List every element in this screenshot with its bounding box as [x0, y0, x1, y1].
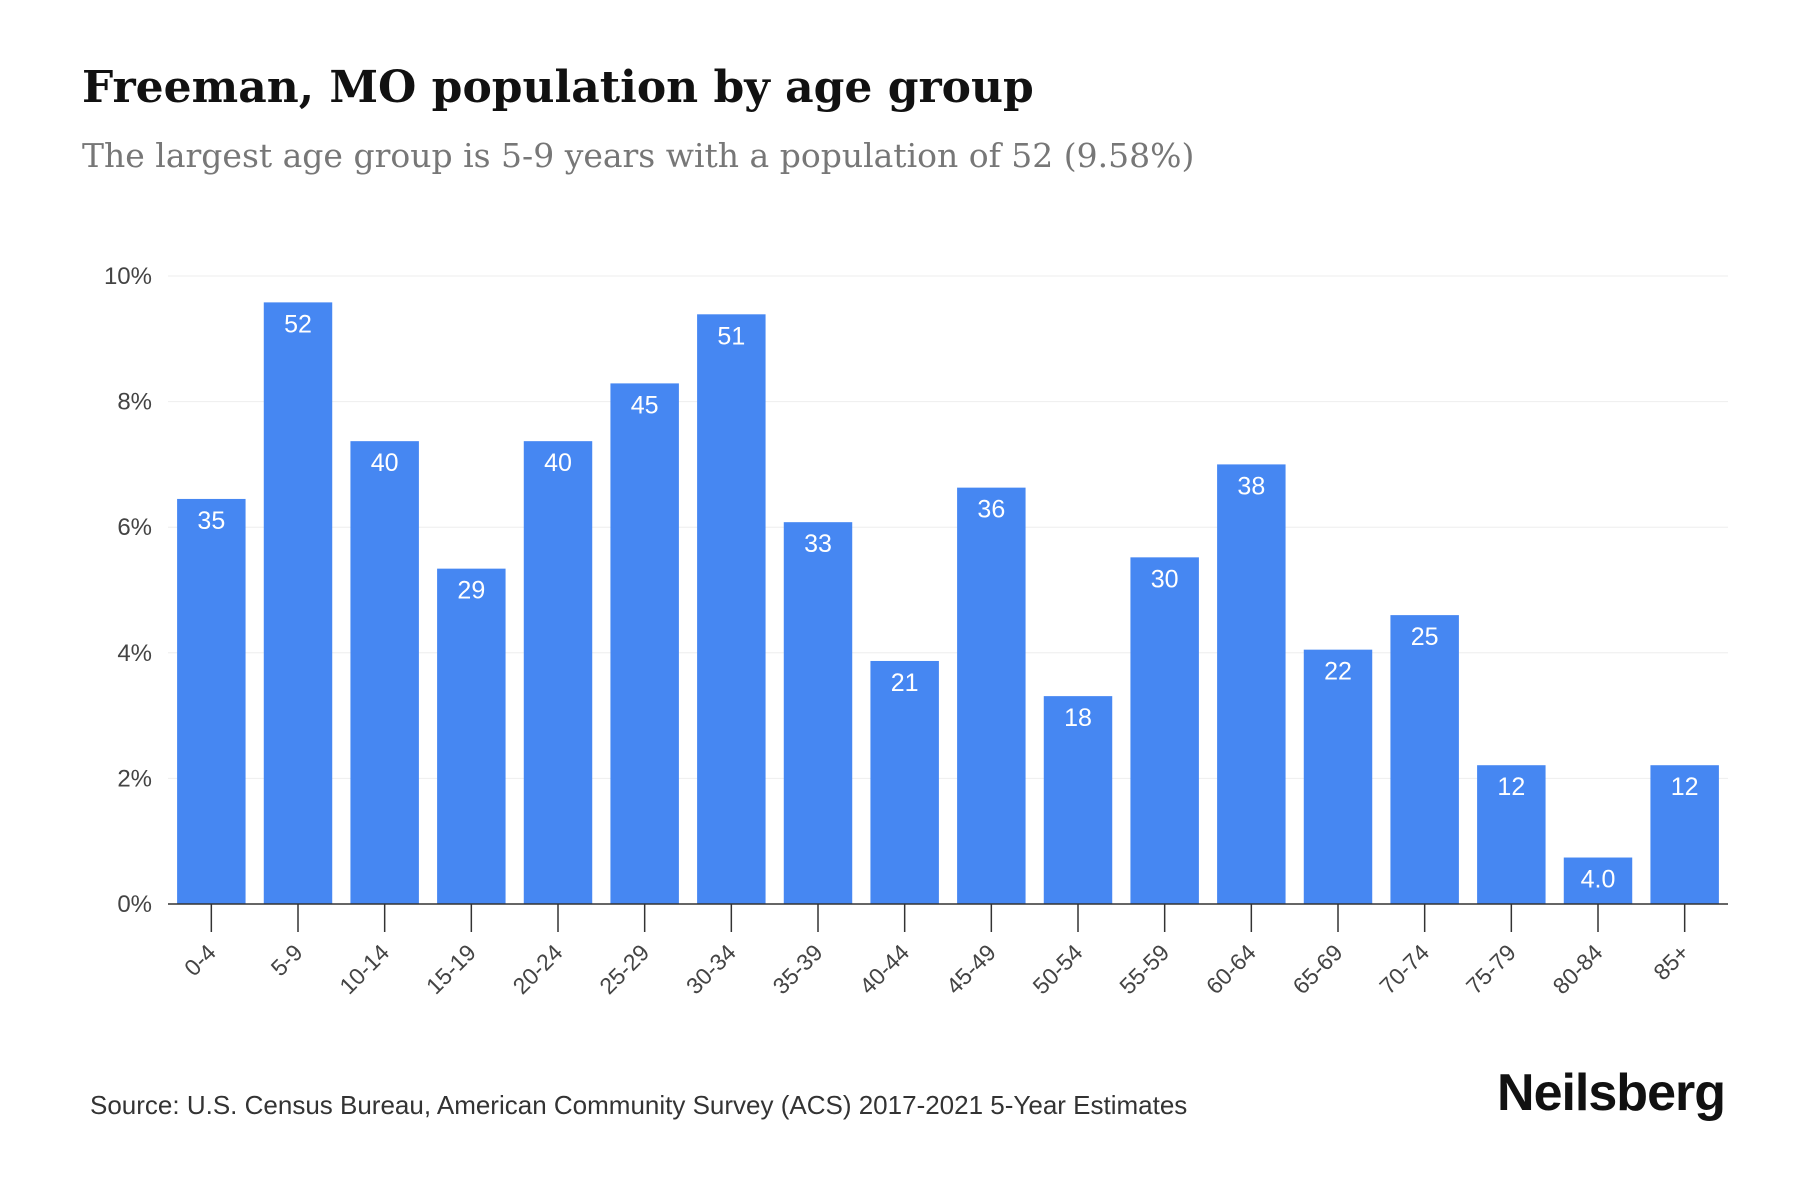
bar-value-label: 52 [284, 310, 312, 338]
bar-chart: 0% 2% 4% 6% 8% 10% 35 52 40 29 40 45 51 33 21 36 18 30 38… [104, 263, 1728, 999]
x-tick-label: 60-64 [1201, 939, 1261, 999]
bar-value-label: 40 [544, 449, 572, 477]
x-tick-label: 70-74 [1374, 939, 1434, 999]
bar [523, 441, 593, 904]
bar-value-label: 21 [891, 669, 919, 697]
bar [1217, 464, 1286, 904]
x-tick-label: 85+ [1648, 939, 1694, 985]
x-tick-label: 10-14 [334, 939, 394, 999]
bar-value-label: 33 [804, 530, 832, 558]
x-tick-label: 55-59 [1114, 939, 1174, 999]
bar [1043, 696, 1113, 904]
bar-value-label: 25 [1411, 623, 1439, 651]
gridlines [168, 275, 1728, 779]
x-tick-label: 40-44 [854, 939, 914, 999]
x-axis: 0-4 5-9 10-14 15-19 20-24 25-29 30-34 35-39 40-4… [168, 903, 1728, 999]
x-tick-label: 75-79 [1461, 939, 1521, 999]
bar [437, 568, 506, 904]
bar [610, 383, 679, 904]
y-tick-label: 8% [117, 389, 152, 416]
x-tick-label: 5-9 [266, 939, 308, 981]
brand-logo: Neilsberg [1497, 1064, 1726, 1122]
y-tick-label: 6% [117, 514, 152, 541]
x-tick-label: 0-4 [179, 939, 221, 981]
bar-value-label: 51 [717, 322, 745, 350]
y-tick-label: 10% [104, 263, 152, 290]
x-tick-label: 15-19 [421, 939, 481, 999]
bar [1390, 615, 1459, 904]
bar-value-label: 12 [1671, 773, 1699, 801]
bar [177, 498, 246, 904]
y-tick-label: 2% [117, 765, 152, 792]
bar [263, 302, 333, 905]
bar [350, 441, 419, 904]
bar-value-labels: 35 52 40 29 40 45 51 33 21 36 18 30 38 22 25 12 4.0 12 [197, 310, 1698, 893]
bar-value-label: 38 [1237, 472, 1265, 500]
x-tick-label: 30-34 [681, 939, 741, 999]
source-note: Source: U.S. Census Bureau, American Com… [90, 1090, 1188, 1120]
bar [1130, 557, 1199, 904]
chart-title: Freeman, MO population by age group [82, 62, 1034, 113]
bar-value-label: 30 [1151, 565, 1179, 593]
x-tick-label: 80-84 [1548, 939, 1608, 999]
bars [177, 302, 1719, 905]
bar [1650, 765, 1719, 904]
y-axis-tick-labels: 0% 2% 4% 6% 8% 10% [104, 263, 152, 918]
bar-value-label: 22 [1324, 658, 1352, 686]
bar [697, 314, 766, 905]
bar [1477, 765, 1546, 904]
x-tick-label: 25-29 [594, 939, 654, 999]
bar-value-label: 18 [1064, 704, 1092, 732]
x-tick-label: 35-39 [768, 939, 828, 999]
bar-value-label: 40 [371, 449, 399, 477]
bar [1563, 857, 1633, 904]
x-tick-label: 65-69 [1288, 939, 1348, 999]
bar [1303, 649, 1373, 904]
bar-value-label: 45 [631, 391, 659, 419]
chart-subtitle: The largest age group is 5-9 years with … [82, 136, 1195, 175]
bar-value-label: 29 [457, 577, 485, 605]
bar [957, 487, 1026, 904]
bar [870, 660, 939, 904]
x-tick-label: 50-54 [1028, 939, 1088, 999]
bar-value-label: 35 [197, 507, 225, 535]
y-tick-label: 4% [117, 640, 152, 667]
bar [783, 522, 853, 904]
bar-value-label: 36 [977, 496, 1005, 524]
bar-value-label: 4.0 [1581, 866, 1616, 894]
x-tick-label: 20-24 [508, 939, 568, 999]
bar-value-label: 12 [1497, 773, 1525, 801]
x-tick-label: 45-49 [941, 939, 1001, 999]
y-tick-label: 0% [117, 891, 152, 918]
